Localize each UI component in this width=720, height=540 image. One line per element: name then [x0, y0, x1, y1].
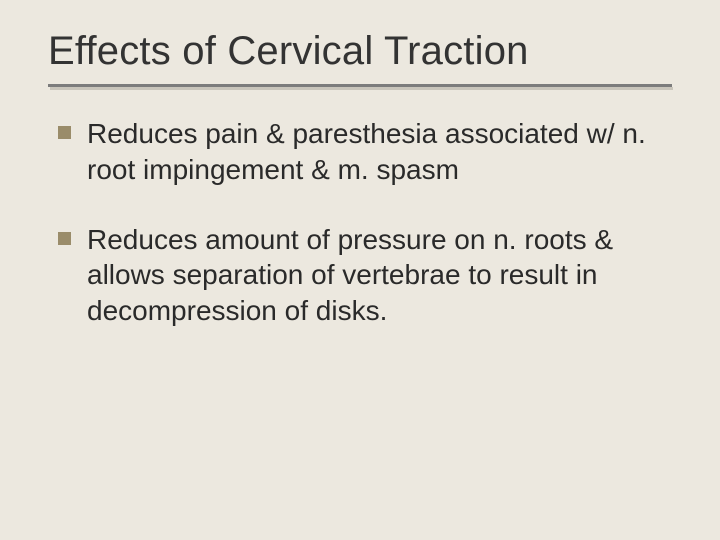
square-bullet-icon [58, 232, 71, 245]
bullet-text: Reduces amount of pressure on n. roots &… [87, 222, 647, 329]
bullet-text: Reduces pain & paresthesia associated w/… [87, 116, 647, 188]
bullet-item: Reduces pain & paresthesia associated w/… [58, 116, 672, 188]
title-underline-shadow [50, 87, 673, 90]
slide-title: Effects of Cervical Traction [48, 28, 672, 74]
slide: Effects of Cervical Traction Reduces pai… [0, 0, 720, 540]
title-block: Effects of Cervical Traction [48, 28, 672, 90]
bullet-item: Reduces amount of pressure on n. roots &… [58, 222, 672, 329]
square-bullet-icon [58, 126, 71, 139]
slide-body: Reduces pain & paresthesia associated w/… [48, 108, 672, 500]
title-underline [48, 84, 672, 90]
